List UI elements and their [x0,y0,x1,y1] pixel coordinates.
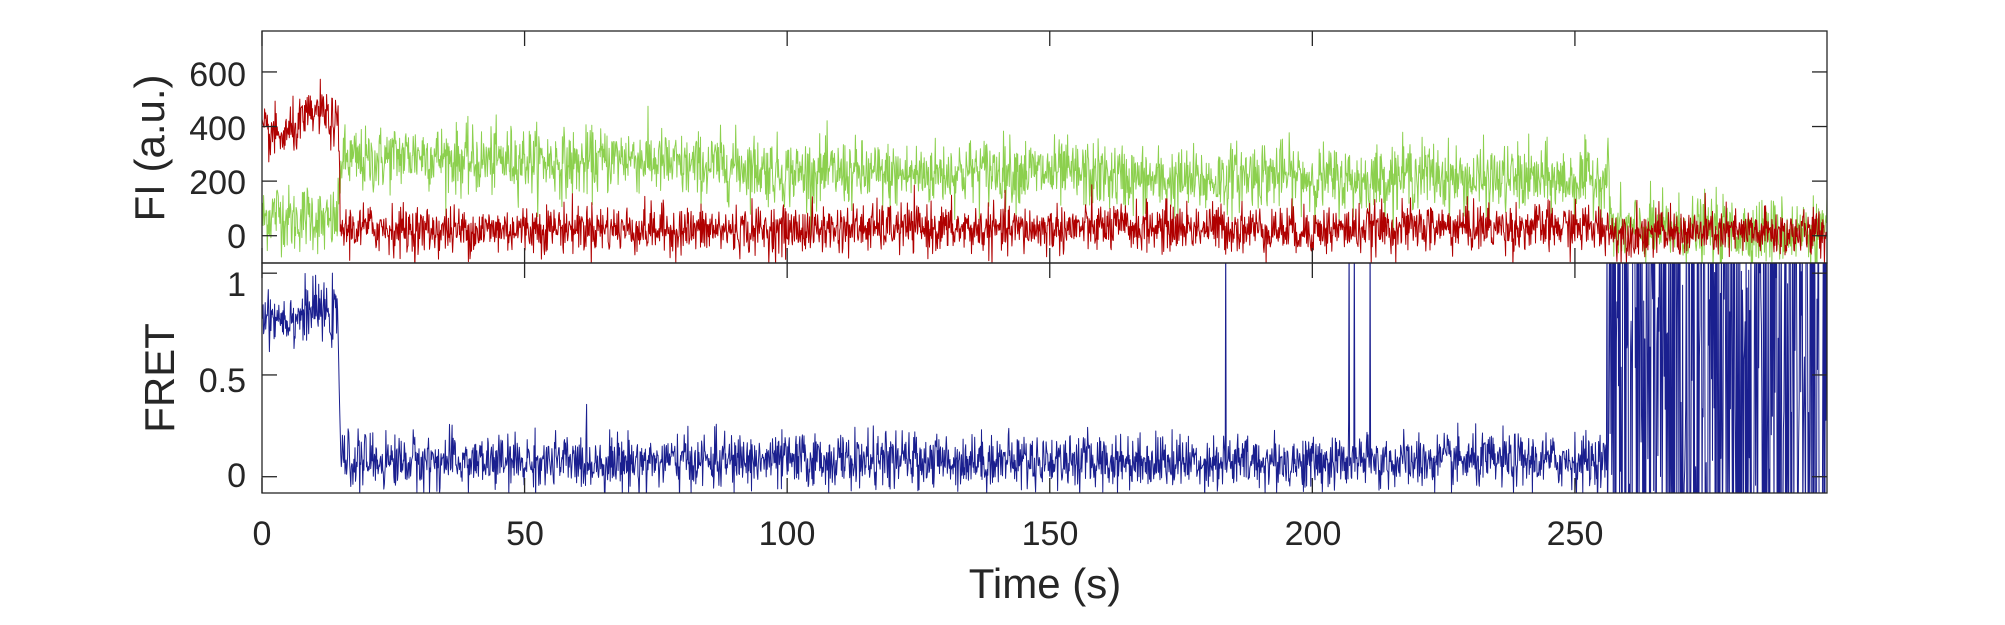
xlabel: Time (s) [969,560,1121,607]
top-ytick-label: 600 [189,56,246,94]
top-ytick-label: 400 [189,110,246,148]
xtick-label: 50 [506,515,544,553]
top-ylabel: FI (a.u.) [126,74,173,221]
top-ytick-label: 200 [189,164,246,202]
top-series-line-0 [262,105,1827,263]
bot-series-line-0 [262,263,1827,493]
bottom-ylabel: FRET [136,323,183,433]
xtick-label: 250 [1547,515,1604,553]
xtick-label: 0 [253,515,272,553]
bottom-panel-series [262,263,1827,493]
xtick-label: 200 [1285,515,1342,553]
xtick-label: 100 [759,515,816,553]
xtick-label: 150 [1022,515,1079,553]
bottom-panel-axes-box [261,262,1828,494]
axis-ticks [261,31,1827,493]
top-series-line-1 [262,78,1827,263]
top-ytick-label: 0 [227,218,246,256]
bottom-ytick-label: 0.5 [199,362,246,400]
top-panel-series [262,78,1827,263]
bottom-ytick-label: 1 [227,266,246,304]
bottom-ytick-label: 0 [227,457,246,495]
